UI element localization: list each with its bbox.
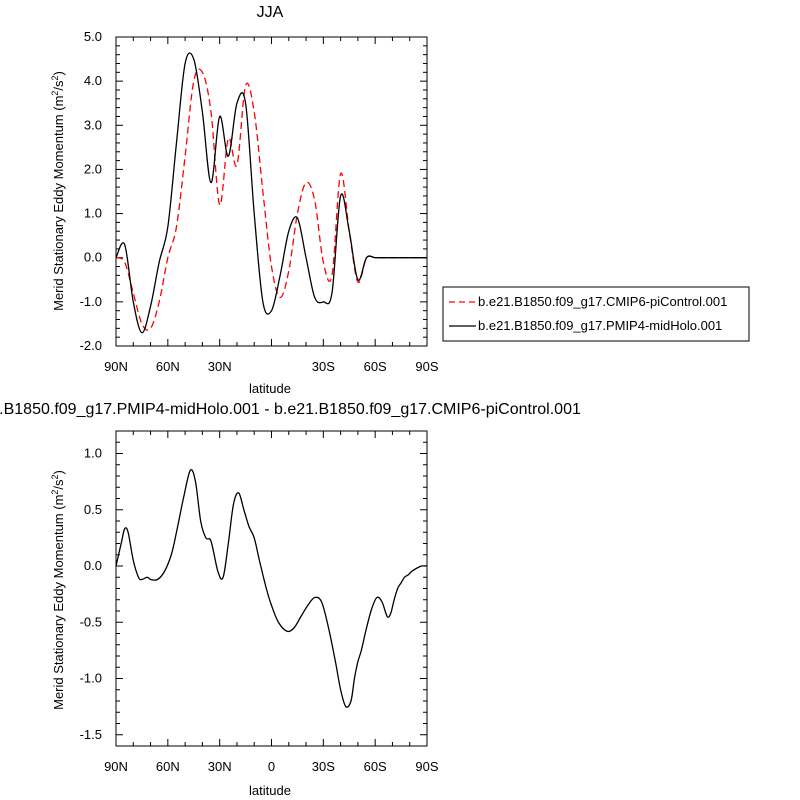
bottom-x-tick-label: 0	[268, 759, 275, 774]
top-x-axis-label: latitude	[249, 381, 291, 396]
bottom-y-tick-label: -1.0	[80, 671, 102, 686]
top-series-lines	[115, 52, 427, 334]
bottom-x-tick-label: 30N	[208, 759, 232, 774]
top-x-tick-label: 60N	[156, 359, 180, 374]
bottom-y-tick-label: -0.5	[80, 614, 102, 629]
bottom-y-tick-label: 1.0	[84, 446, 102, 461]
bottom-y-tick-label: -1.5	[80, 727, 102, 742]
top-series-line-0	[115, 68, 427, 331]
top-y-tick-label: 2.0	[84, 161, 102, 176]
top-y-axis-label: Merid Stationary Eddy Momentum (m2/s2)	[50, 71, 66, 311]
bottom-chart-title: b.e21.B1850.f09_g17.PMIP4-midHolo.001 - …	[0, 401, 581, 418]
bottom-x-tick-label: 30S	[312, 759, 335, 774]
top-y-tick-label: -2.0	[80, 338, 102, 353]
top-plot-frame	[115, 36, 428, 347]
top-y-tick-label: 1.0	[84, 206, 102, 221]
bottom-x-tick-label: 60N	[156, 759, 180, 774]
top-x-tick-label: 90S	[415, 359, 438, 374]
top-x-tick-label: 30S	[312, 359, 335, 374]
top-y-tick-label: 0.0	[84, 250, 102, 265]
top-chart-title: JJA	[257, 4, 284, 21]
top-axis-ticks: 90N 60N 30N 30S 60S 90S -2.0 -1.0 0.0 1.0 2.0 3.0 4.…	[80, 29, 439, 374]
top-x-tick-label: 60S	[364, 359, 387, 374]
bottom-x-tick-label: 60S	[364, 759, 387, 774]
bottom-y-tick-label: 0.0	[84, 558, 102, 573]
bottom-series-lines	[115, 469, 428, 708]
legend-label-midholo: b.e21.B1850.f09_g17.PMIP4-midHolo.001	[478, 318, 722, 333]
top-y-axis-label-group: Merid Stationary Eddy Momentum (m2/s2)	[50, 71, 66, 311]
legend: b.e21.B1850.f09_g17.CMIP6-piControl.001 …	[442, 286, 750, 342]
bottom-x-tick-label: 90S	[415, 759, 438, 774]
top-panel: JJA 90N 60N 30N 30S 60S 90S -2.0 -1.0 0.0 1.0 2.0 3…	[50, 4, 750, 396]
bottom-panel: b.e21.B1850.f09_g17.PMIP4-midHolo.001 - …	[0, 401, 581, 798]
bottom-y-tick-label: 0.5	[84, 502, 102, 517]
bottom-x-tick-label: 90N	[104, 759, 128, 774]
top-y-tick-label: 5.0	[84, 29, 102, 44]
top-y-tick-label: 3.0	[84, 117, 102, 132]
top-y-tick-label: -1.0	[80, 294, 102, 309]
bottom-y-axis-label-group: Merid Stationary Eddy Momentum (m2/s2)	[50, 470, 66, 710]
legend-box	[442, 286, 750, 342]
top-y-tick-label: 4.0	[84, 73, 102, 88]
legend-label-picontrol: b.e21.B1850.f09_g17.CMIP6-piControl.001	[478, 294, 727, 309]
bottom-axis-ticks: 90N 60N 30N 0 30S 60S 90S -1.5 -1.0 -0.5 0.0 0.5 1.0	[80, 430, 439, 774]
top-x-tick-label: 30N	[208, 359, 232, 374]
bottom-plot-frame	[115, 430, 428, 747]
bottom-series-line-0	[115, 469, 428, 708]
bottom-y-axis-label: Merid Stationary Eddy Momentum (m2/s2)	[50, 470, 66, 710]
top-series-line-1	[115, 52, 427, 334]
bottom-x-axis-label: latitude	[249, 783, 291, 798]
top-x-tick-label: 90N	[104, 359, 128, 374]
